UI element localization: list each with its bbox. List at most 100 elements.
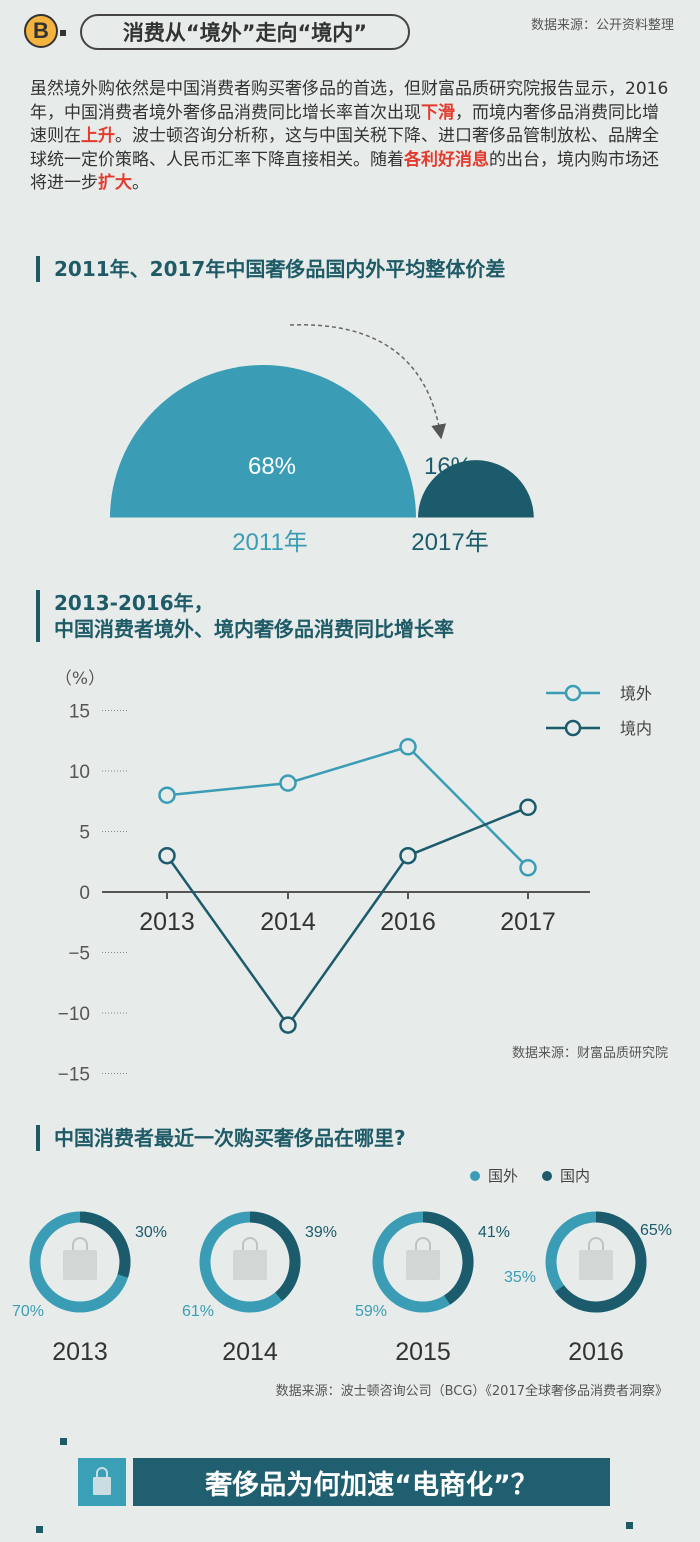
point-domestic-2013 [158,846,176,865]
x-tick-label: 2016 [380,908,436,936]
chart2-title-line1: 2013-2016年， [54,591,214,615]
point-overseas-2014 [279,774,297,792]
trend-arrow [289,324,447,440]
donut-domestic-arc [79,1211,131,1278]
legend-label-domestic: 境内 [620,719,652,738]
chart1-title: 2011年、2017年中国奢侈品国内外平均整体价差 [36,256,505,282]
year-label-2011: 2011年 [232,529,308,556]
y-unit-label: （%） [55,669,105,689]
value-label-2017: 16% [424,453,472,480]
donut-domestic-arc [249,1211,301,1301]
y-tick-label: −15 [58,1065,90,1086]
donut-foreign-label: 35% [504,1269,536,1286]
series-lines [158,738,537,1034]
donut-charts: 30% 70% 2013 39% 61% 2014 41% 59% 2015 65% 35% 2016 [12,1211,672,1366]
donut-year-label: 2013 [52,1338,108,1366]
x-tick-label: 2017 [500,908,556,936]
y-tick-label: −5 [68,944,90,965]
legend-dot-domestic [542,1170,553,1181]
x-tick-label: 2014 [260,908,316,936]
decor-square [36,1526,43,1533]
chart2-title: 2013-2016年， 中国消费者境外、境内奢侈品消费同比增长率 [36,590,454,642]
chart3-title: 中国消费者最近一次购买奢侈品在哪里? [36,1125,406,1151]
chart3-source: 数据来源：波士顿咨询公司（BCG）《2017全球奢侈品消费者洞察》 [275,1384,668,1399]
intro-highlight-decline: 下滑 [421,102,455,123]
shopping-bag-icon [233,1250,267,1280]
series-line-domestic [165,806,529,1028]
point-domestic-2014 [279,1016,297,1034]
bag-handle [242,1237,258,1250]
intro-text-5: 。 [132,173,149,193]
next-section-banner[interactable]: 奢侈品为何加速“电商化”？ [133,1458,610,1506]
legend-label-domestic-3: 国内 [560,1167,591,1185]
donut-2013: 30% 70% 2013 [12,1211,167,1366]
donut-2015: 41% 59% 2015 [355,1211,510,1366]
point-overseas-2013 [158,786,176,804]
bag-handle [588,1237,604,1250]
header-source: 数据来源：公开资料整理 [530,18,674,33]
semicircle-2011 [110,365,416,518]
value-label-2011: 68% [248,453,296,480]
point-domestic-2017 [519,798,537,817]
donut-year-label: 2015 [395,1338,451,1366]
shopping-bag-icon [579,1250,613,1280]
x-axis: 2013 2014 2016 2017 [139,892,556,936]
donut-2014: 39% 61% 2014 [182,1211,337,1366]
intro-highlight-rise: 上升 [81,126,115,146]
x-tick-label: 2013 [139,908,195,936]
legend-marker-overseas [564,684,582,702]
donut-domestic-label: 41% [478,1224,510,1241]
intro-text-1: 虽然境外购依然是中国消费者购买奢侈品的首选，但财富品质研究院报告显示，2016年… [30,79,669,123]
donut-domestic-label: 65% [640,1222,672,1239]
series-line-overseas [166,745,529,869]
y-tick-label: −10 [58,1004,90,1025]
donut-domestic-arc [555,1211,647,1313]
intro-text-2: ，而境内奢侈品消费同比增速则在 [30,102,659,147]
section-badge: B [24,14,58,48]
price-gap-chart: 68% 16% 2011年 2017年 [60,324,640,556]
chart3-legend: 国外 国内 [470,1165,590,1186]
donut-year-label: 2016 [568,1338,624,1366]
bag-handle [415,1237,431,1250]
decor-square [626,1522,633,1529]
growth-rate-chart: （%） 15 10 5 0 −5 −10 −15 2013 2014 2016 2017 境外 境… [55,669,652,1086]
legend-dot-foreign [470,1170,480,1181]
y-tick-label: 5 [79,823,90,844]
donut-domestic-arc [422,1211,474,1305]
section-title: 消费从“境外”走向“境内” [80,14,410,50]
chart2-legend: 境外 境内 [546,684,652,738]
shopping-bag-icon [63,1250,97,1280]
year-label-2017: 2017年 [411,529,488,556]
chart2-source: 数据来源：财富品质研究院 [511,1046,668,1061]
legend-label-overseas: 境外 [620,684,652,703]
legend-label-foreign: 国外 [488,1167,519,1185]
donut-foreign-label: 61% [182,1303,214,1320]
shopping-bag-icon [406,1250,440,1280]
intro-highlight-expand: 扩大 [98,173,132,193]
decor-square [60,1438,67,1445]
legend-marker-domestic [564,719,582,737]
badge-dot [60,30,66,36]
point-overseas-2016 [399,738,417,756]
donut-foreign-label: 70% [12,1303,44,1320]
donut-2016: 65% 35% 2016 [504,1211,672,1366]
intro-highlight-news: 各利好消息 [404,149,489,170]
shopping-bag-icon-svg [93,1467,111,1495]
donut-foreign-label: 59% [355,1303,387,1320]
y-axis: 15 10 5 0 −5 −10 −15 [58,702,128,1086]
intro-text-3: 。波士顿咨询分析称，这与中国关税下降、进口奢侈品管制放松、品牌全球统一定价策略、… [30,126,659,170]
shopping-bag-icon [78,1458,126,1506]
semicircle-2017 [418,460,534,518]
y-tick-label: 10 [69,762,90,783]
point-overseas-2017 [519,859,537,877]
y-tick-label: 0 [79,883,90,904]
chart2-title-line2: 中国消费者境外、境内奢侈品消费同比增长率 [54,617,454,641]
intro-paragraph: 虽然境外购依然是中国消费者购买奢侈品的首选，但财富品质研究院报告显示，2016年… [30,78,675,196]
y-tick-label: 15 [69,702,90,723]
donut-domestic-label: 30% [135,1224,167,1241]
donut-year-label: 2014 [222,1338,278,1366]
intro-text-4: 的出台，境内购市场还将进一步 [30,149,659,194]
bag-handle [72,1237,88,1250]
donut-domestic-label: 39% [305,1224,337,1241]
point-domestic-2016 [399,846,417,865]
